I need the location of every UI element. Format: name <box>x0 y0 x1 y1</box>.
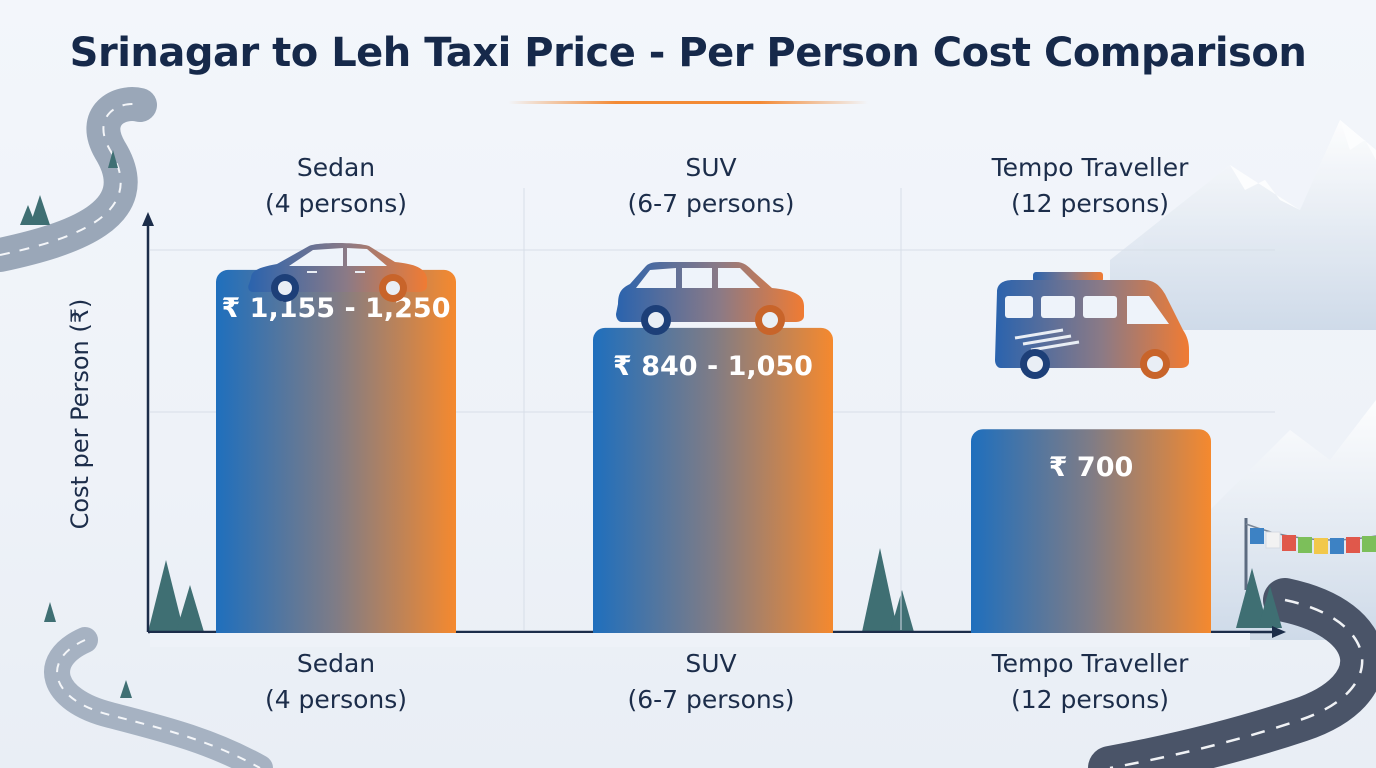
x-tick-label-suv: SUV (6-7 persons) <box>571 646 851 718</box>
background-scenery <box>0 87 1376 768</box>
x-axis-arrow <box>1272 626 1286 638</box>
bar-value-label-sedan: ₹ 1,155 - 1,250 <box>222 293 451 324</box>
category-capacity: (12 persons) <box>1011 685 1169 714</box>
winding-road-bottom-left <box>44 627 273 768</box>
category-capacity: (4 persons) <box>264 189 408 218</box>
bar-value-label-tempo-traveller: ₹ 700 <box>1049 452 1134 483</box>
bar-sedan <box>216 269 456 644</box>
title-underline <box>508 101 868 104</box>
category-name: Tempo Traveller <box>991 153 1189 182</box>
category-name: Tempo Traveller <box>991 649 1189 678</box>
category-name: Sedan <box>296 649 376 678</box>
category-capacity: (4 persons) <box>264 685 408 714</box>
category-name: SUV <box>685 153 737 182</box>
x-tick-label-sedan: Sedan (4 persons) <box>216 646 456 718</box>
top-label-sedan: Sedan (4 persons) <box>216 150 456 222</box>
category-capacity: (6-7 persons) <box>627 685 795 714</box>
tempo-traveller-icon <box>995 272 1189 379</box>
suv-car-icon <box>616 262 804 335</box>
top-label-suv: SUV (6-7 persons) <box>571 150 851 222</box>
category-capacity: (6-7 persons) <box>627 189 795 218</box>
bar-tempo-traveller <box>971 429 1211 644</box>
top-label-tempo-traveller: Tempo Traveller (12 persons) <box>950 150 1230 222</box>
category-name: Sedan <box>296 153 376 182</box>
y-axis-arrow <box>142 212 154 226</box>
baseline-mask <box>150 633 1250 647</box>
bar-value-label-suv: ₹ 840 - 1,050 <box>613 351 813 382</box>
sedan-car-icon <box>248 243 427 302</box>
category-name: SUV <box>685 649 737 678</box>
bars: ₹ 1,155 - 1,250 ₹ 840 - 1,050 ₹ 700 <box>150 269 1250 647</box>
winding-road-bottom-right <box>1088 578 1376 768</box>
x-tick-label-tempo-traveller: Tempo Traveller (12 persons) <box>950 646 1230 718</box>
chart-title: Srinagar to Leh Taxi Price - Per Person … <box>69 30 1307 76</box>
category-capacity: (12 persons) <box>1011 189 1169 218</box>
winding-road-top-left <box>0 87 157 272</box>
prayer-flags <box>1244 518 1376 590</box>
pine-trees <box>20 150 1282 698</box>
bar-suv <box>593 327 833 644</box>
mountains <box>1110 120 1376 640</box>
